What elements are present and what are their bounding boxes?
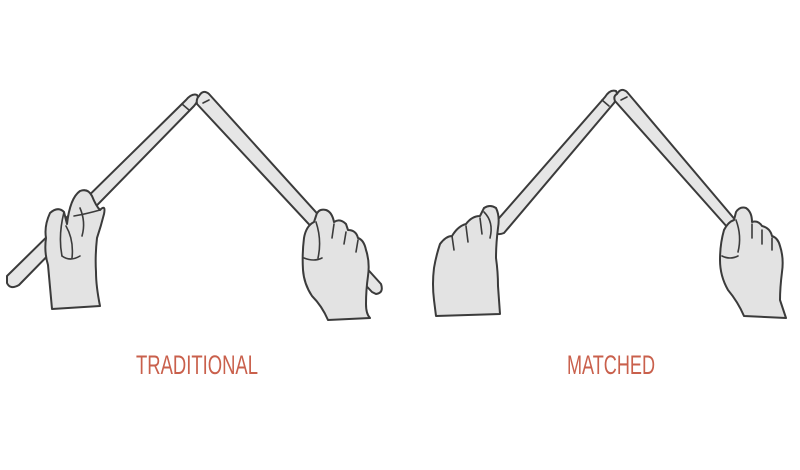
matched-grip-label: MATCHED bbox=[567, 350, 655, 380]
traditional-left-drumstick bbox=[6, 93, 199, 289]
traditional-grip-illustration bbox=[6, 90, 383, 321]
traditional-left-hand bbox=[44, 189, 106, 310]
traditional-grip-label: TRADITIONAL bbox=[136, 350, 258, 380]
matched-right-hand bbox=[719, 206, 787, 319]
matched-grip-illustration bbox=[432, 88, 787, 319]
matched-left-drumstick bbox=[492, 89, 619, 236]
matched-right-drumstick bbox=[613, 88, 739, 232]
matched-left-hand bbox=[432, 205, 501, 317]
traditional-right-hand bbox=[301, 208, 371, 321]
